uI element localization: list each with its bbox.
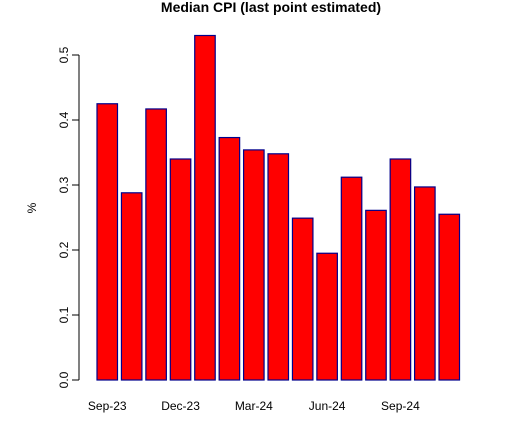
y-axis: 0.0 0.1 0.2 0.3 0.4 0.5 [57,46,79,388]
x-tick-label: Sep-23 [88,399,127,413]
y-tick-label: 0.2 [57,241,71,258]
x-axis: Sep-23 Dec-23 Mar-24 Jun-24 Sep-24 [88,399,420,413]
bar-mar-24 [242,149,265,381]
bar-sep-23 [96,103,119,381]
x-tick-label: Dec-23 [161,399,200,413]
bar-oct-23 [120,192,143,381]
x-tick-label: Sep-24 [381,399,420,413]
bar-dec-23 [169,158,192,381]
bar-nov-24 [438,213,461,381]
x-tick-label: Mar-24 [235,399,273,413]
bar-jan-24 [194,34,216,381]
bar-sep-24 [389,158,412,381]
y-tick-label: 0.0 [57,371,71,388]
bar-series [96,34,461,381]
y-tick-label: 0.5 [57,46,71,63]
chart-title: Median CPI (last point estimated) [161,0,381,15]
bar-may-24 [291,217,314,381]
bar-jul-24 [340,176,363,381]
bar-jun-24 [316,252,338,381]
bar-aug-24 [365,209,387,381]
bar-feb-24 [218,136,241,381]
y-tick-label: 0.4 [57,111,71,128]
bar-nov-23 [145,108,167,381]
y-tick-label: 0.3 [57,176,71,193]
y-tick-label: 0.1 [57,306,71,323]
bar-apr-24 [267,153,290,381]
bar-oct-24 [413,186,436,381]
x-tick-label: Jun-24 [309,399,346,413]
y-axis-label: % [25,202,39,213]
